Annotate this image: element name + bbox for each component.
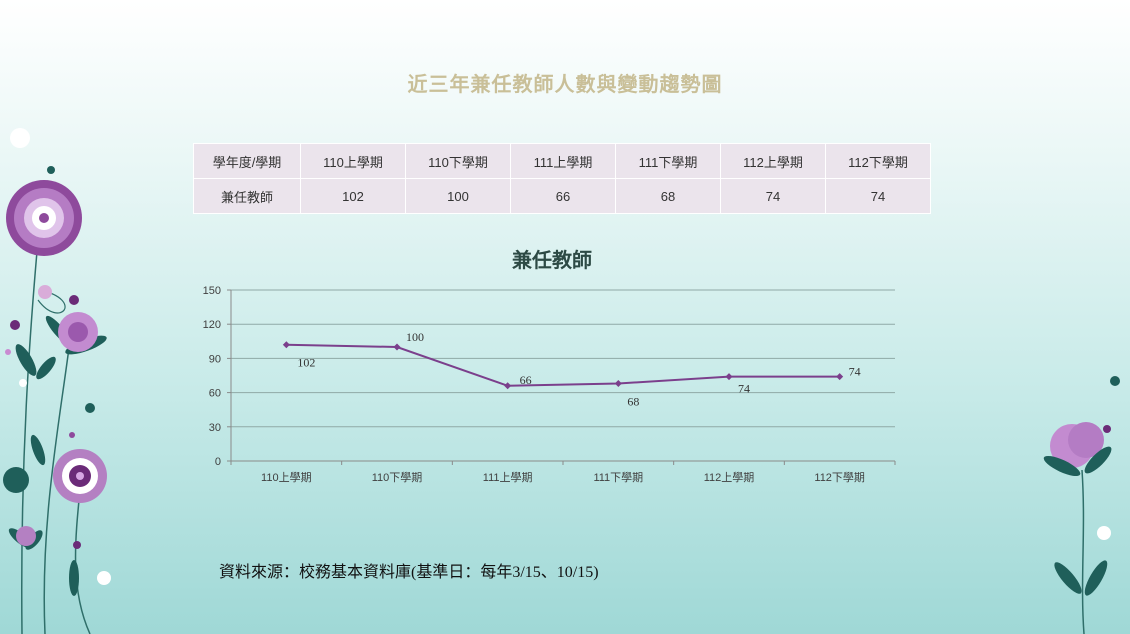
table-header-cell: 學年度/學期 xyxy=(193,143,301,179)
data-table: 學年度/學期 110上學期 110下學期 111上學期 111下學期 112上學… xyxy=(193,143,931,214)
x-axis: 110上學期 110下學期 111上學期 111下學期 112上學期 112下學期 xyxy=(230,461,896,484)
table-header-cell: 111下學期 xyxy=(615,143,721,179)
table-header-row: 學年度/學期 110上學期 110下學期 111上學期 111下學期 112上學… xyxy=(193,143,931,179)
line-chart: 兼任教師 0 30 60 90 120 150 110上學期 110下學期 111上學期 111… xyxy=(203,248,896,484)
data-point xyxy=(282,341,290,349)
y-tick-label: 90 xyxy=(209,353,221,365)
data-label: 74 xyxy=(849,365,861,379)
y-tick-label: 30 xyxy=(209,422,221,434)
chart-title: 兼任教師 xyxy=(512,248,592,272)
y-tick-label: 150 xyxy=(203,285,221,297)
table-cell: 100 xyxy=(405,178,511,214)
table-cell: 兼任教師 xyxy=(193,178,301,214)
table-cell: 102 xyxy=(300,178,406,214)
table-cell: 74 xyxy=(720,178,826,214)
y-tick-label: 120 xyxy=(203,319,221,331)
data-point xyxy=(725,373,733,381)
data-point xyxy=(393,343,401,351)
data-label: 102 xyxy=(297,356,315,370)
data-label: 74 xyxy=(738,382,750,396)
data-label: 66 xyxy=(520,373,532,387)
table-row: 兼任教師 102 100 66 68 74 74 xyxy=(193,178,931,214)
data-point xyxy=(614,379,622,387)
data-point xyxy=(504,382,512,390)
data-labels: 102 100 66 68 74 74 xyxy=(297,330,860,408)
table-header-cell: 110上學期 xyxy=(300,143,406,179)
table-header-cell: 112下學期 xyxy=(825,143,931,179)
slide-title: 近三年兼任教師人數與變動趨勢圖 xyxy=(407,72,723,96)
table-cell: 68 xyxy=(615,178,721,214)
chart-grid xyxy=(231,289,895,462)
table-cell: 66 xyxy=(510,178,616,214)
series-line xyxy=(286,343,840,387)
x-tick-label: 111上學期 xyxy=(483,471,533,484)
data-point xyxy=(836,373,844,381)
x-tick-label: 111下學期 xyxy=(593,471,643,484)
x-tick-label: 112下學期 xyxy=(814,471,865,484)
y-tick-label: 0 xyxy=(215,456,221,468)
table-header-cell: 110下學期 xyxy=(405,143,511,179)
x-tick-label: 112上學期 xyxy=(704,471,755,484)
y-axis: 0 30 60 90 120 150 xyxy=(203,285,232,468)
y-tick-label: 60 xyxy=(209,388,221,400)
table-header-cell: 111上學期 xyxy=(510,143,616,179)
source-note: 資料來源：校務基本資料庫(基準日：每年3/15、10/15) xyxy=(219,564,599,581)
chart-series xyxy=(282,341,844,390)
data-label: 100 xyxy=(406,330,424,344)
x-tick-label: 110下學期 xyxy=(372,471,423,484)
table-cell: 74 xyxy=(825,178,931,214)
data-label: 68 xyxy=(627,394,639,408)
x-tick-label: 110上學期 xyxy=(261,471,312,484)
table-header-cell: 112上學期 xyxy=(720,143,826,179)
